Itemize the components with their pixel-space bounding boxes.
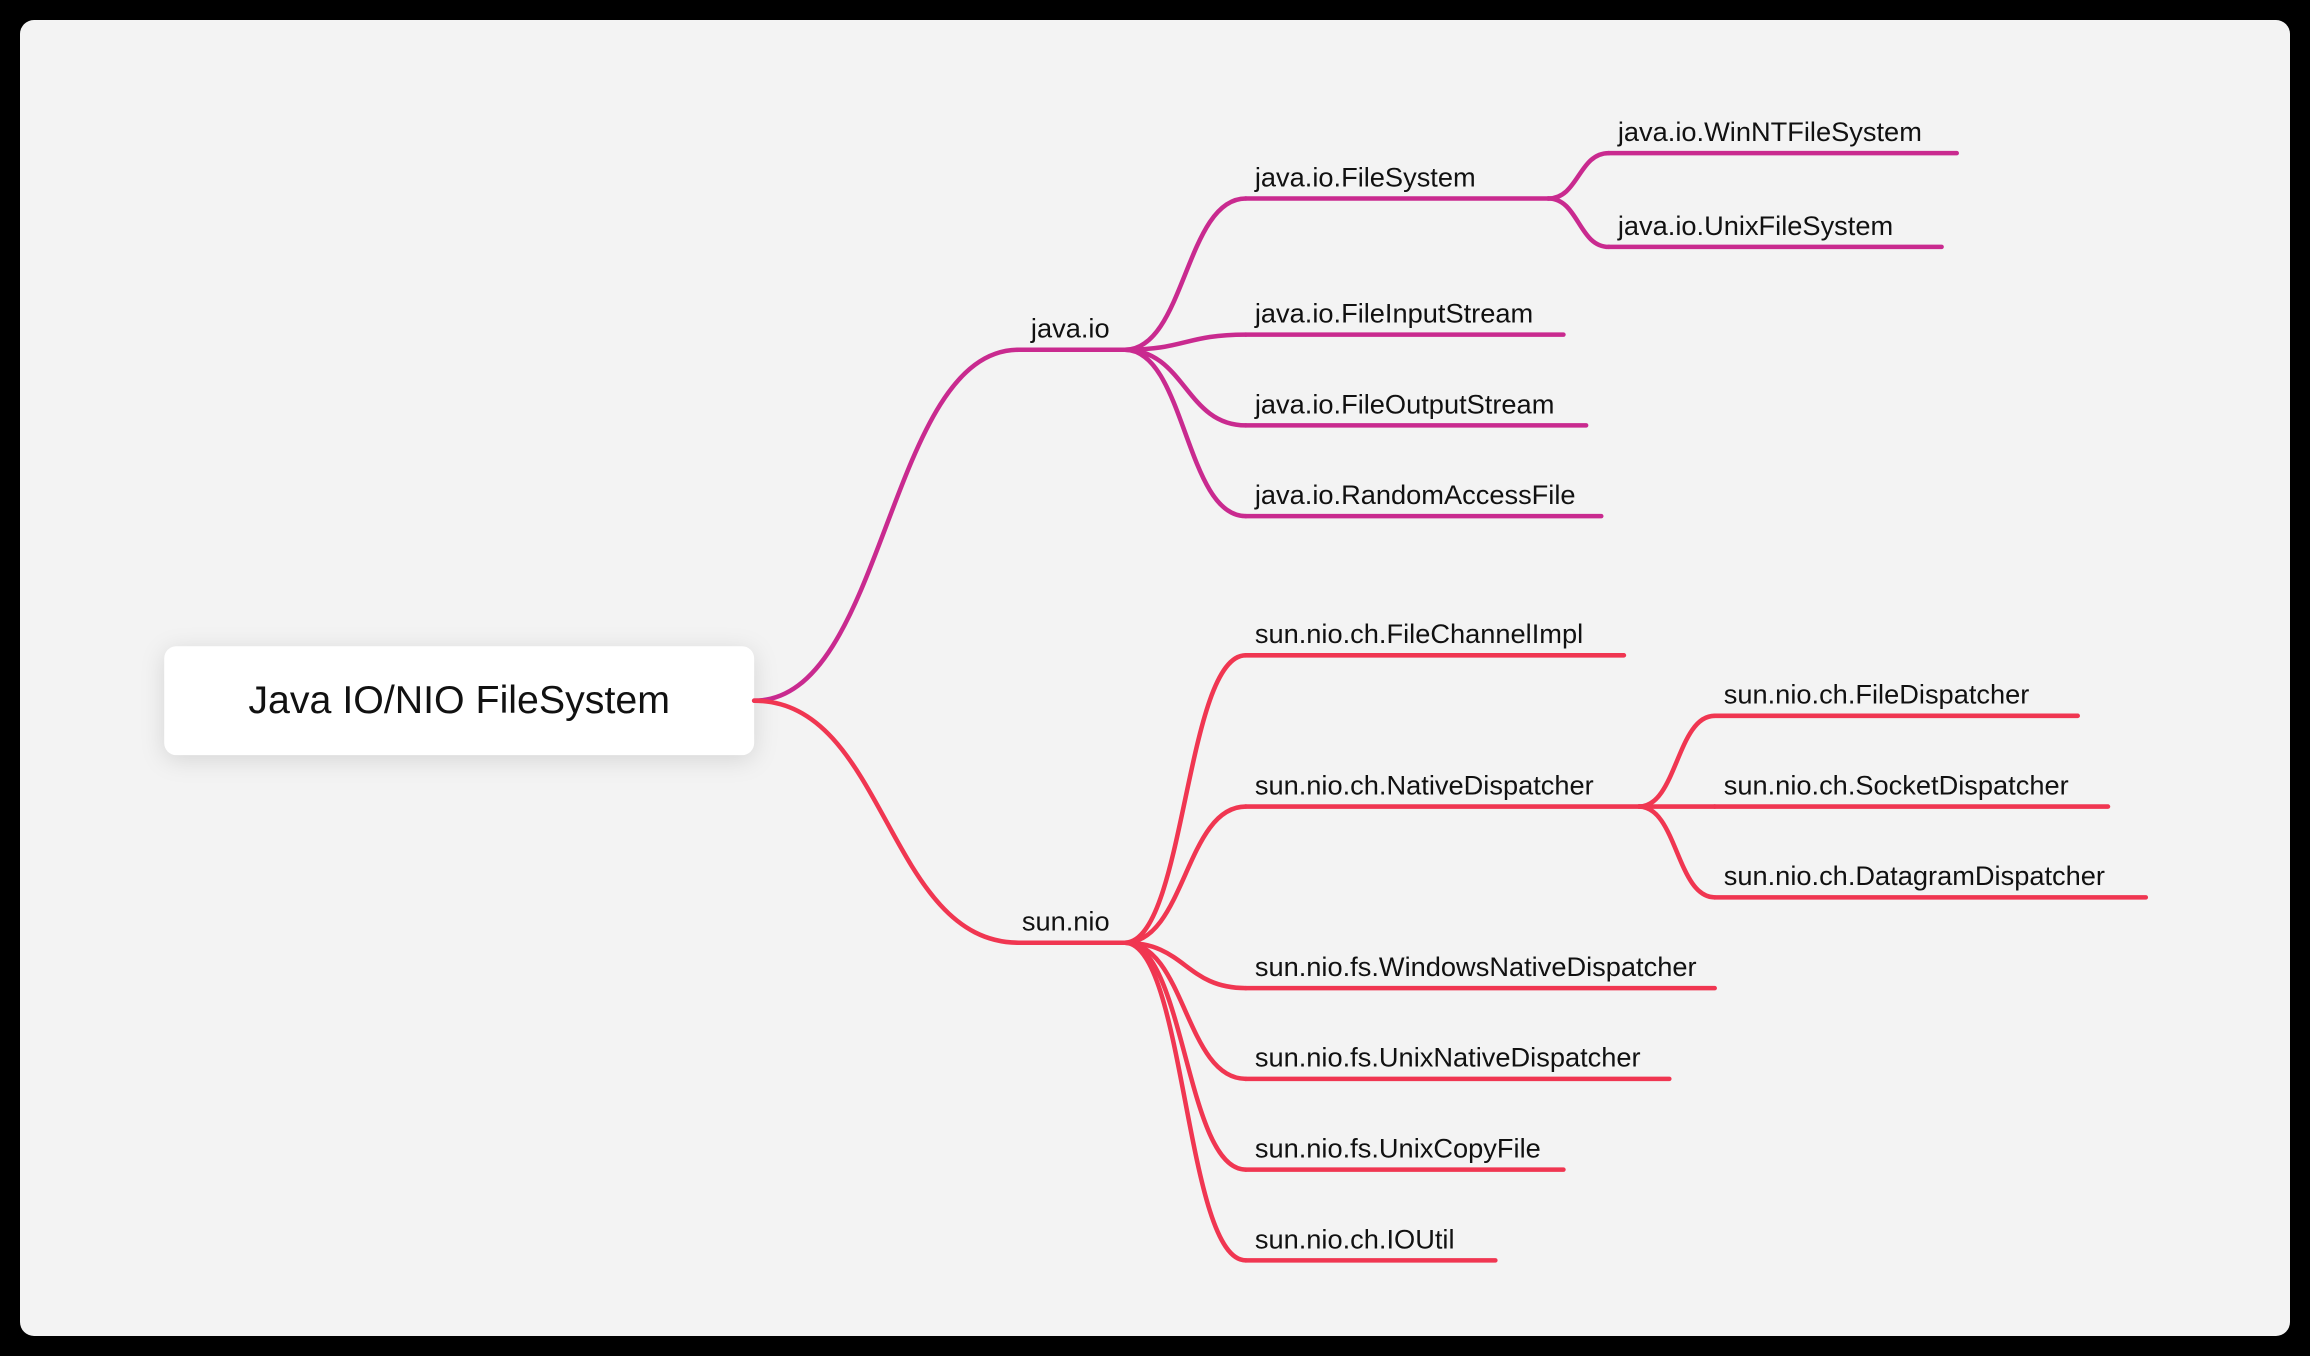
edge [1639,716,1715,807]
node-winnt: java.io.WinNTFileSystem [1617,116,1922,147]
node-dd: sun.nio.ch.DatagramDispatcher [1724,860,2105,891]
edge [1125,655,1246,942]
node-raf: java.io.RandomAccessFile [1254,479,1576,510]
edge [754,350,1019,701]
edge [1639,807,1715,898]
edge [1125,943,1246,1261]
node-fis: java.io.FileInputStream [1254,298,1533,329]
node-fos: java.io.FileOutputStream [1254,388,1555,419]
edge [1125,350,1246,426]
node-ucf: sun.nio.fs.UnixCopyFile [1255,1133,1541,1164]
edge [1548,198,1609,246]
mindmap-svg: Java IO/NIO FileSystem java.io java.io.Fil… [20,20,2290,1336]
node-sd: sun.nio.ch.SocketDispatcher [1724,769,2069,800]
branch-javaio: java.io [1030,313,1110,344]
node-unixfs: java.io.UnixFileSystem [1617,210,1893,241]
edge [1125,807,1246,943]
frame: Java IO/NIO FileSystem java.io java.io.Fil… [0,0,2310,1356]
edge [1125,943,1246,1170]
edge [1125,350,1246,516]
node-wnd: sun.nio.fs.WindowsNativeDispatcher [1255,951,1697,982]
edge [1125,198,1246,349]
node-fci: sun.nio.ch.FileChannelImpl [1255,618,1583,649]
branch-sunnio: sun.nio [1022,906,1110,937]
node-und: sun.nio.fs.UnixNativeDispatcher [1255,1042,1641,1073]
edge [754,701,1019,943]
node-nd: sun.nio.ch.NativeDispatcher [1255,769,1594,800]
mindmap-canvas: Java IO/NIO FileSystem java.io java.io.Fil… [20,20,2290,1336]
root-label: Java IO/NIO FileSystem [248,678,670,722]
node-iou: sun.nio.ch.IOUtil [1255,1223,1455,1254]
node-filesystem: java.io.FileSystem [1254,161,1476,192]
node-fd: sun.nio.ch.FileDispatcher [1724,679,2030,710]
edge [1548,153,1609,198]
